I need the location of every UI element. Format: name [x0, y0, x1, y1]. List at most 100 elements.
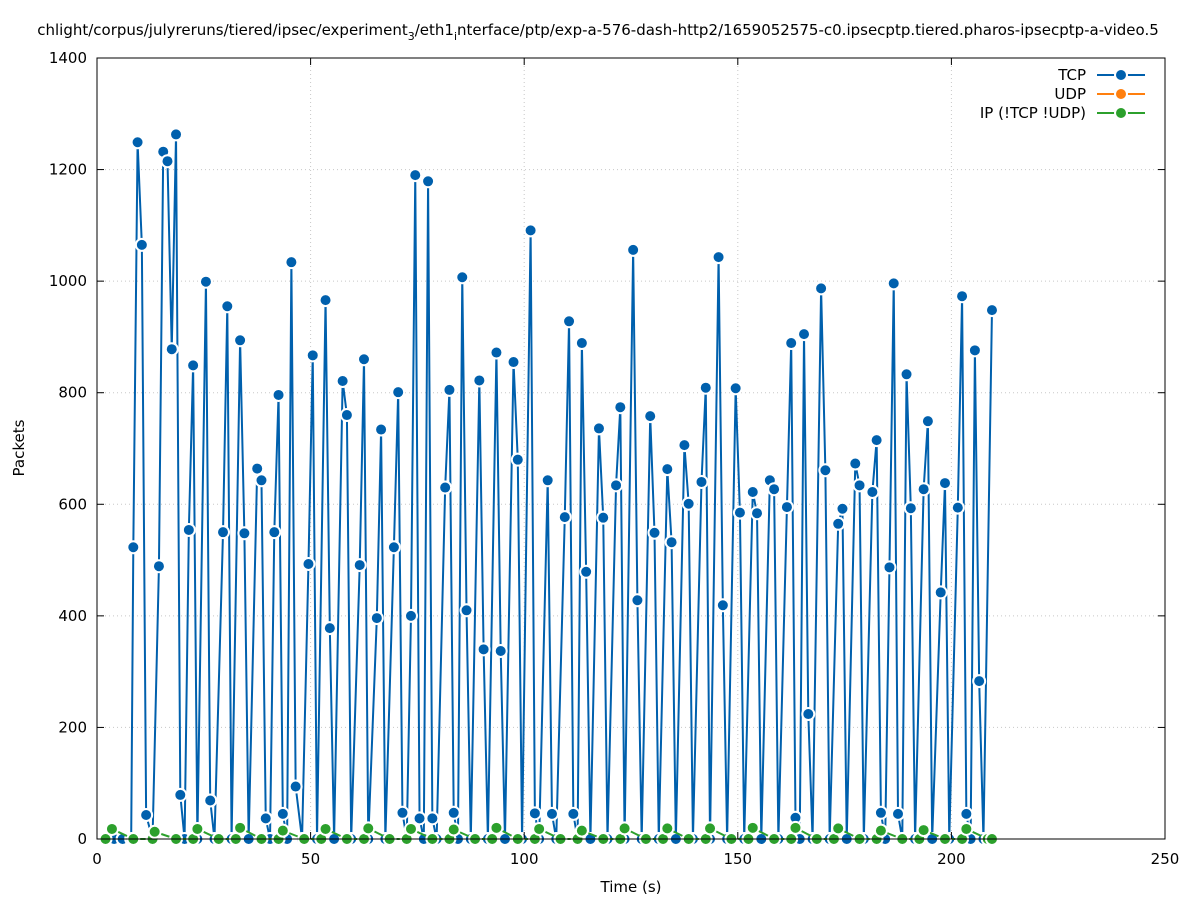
data-point [489, 820, 504, 835]
data-point [455, 270, 470, 285]
legend-marker [1114, 68, 1128, 82]
data-point [660, 821, 675, 836]
data-point [891, 806, 905, 821]
data-point [237, 526, 252, 541]
data-point [139, 808, 154, 823]
data-point [408, 168, 423, 183]
y-tick-label: 1000 [49, 272, 87, 290]
data-point [104, 821, 119, 836]
data-point [459, 603, 474, 618]
y-tick-label: 400 [58, 607, 87, 625]
data-point [275, 823, 290, 838]
data-point [566, 806, 581, 821]
x-tick-label: 150 [723, 850, 752, 868]
data-point [134, 237, 149, 252]
chart-title: chlight/corpus/julyreruns/tiered/ipsec/e… [37, 21, 1159, 43]
data-point [745, 820, 760, 835]
data-point [831, 821, 846, 836]
data-point [361, 821, 376, 836]
y-axis-title: Packets [10, 419, 28, 476]
data-point [882, 560, 897, 575]
data-point [835, 501, 850, 516]
legend-item: IP (!TCP !UDP) [980, 104, 1145, 122]
data-point [164, 342, 179, 357]
data-point [425, 811, 440, 826]
data-point [352, 558, 367, 573]
data-point [937, 476, 952, 491]
data-point [801, 707, 816, 722]
data-point [181, 522, 196, 537]
data-point [797, 327, 812, 342]
y-tick-label: 600 [58, 495, 87, 513]
data-point [715, 598, 730, 613]
y-tick-label: 1200 [49, 161, 87, 179]
legend-marker [1114, 106, 1128, 120]
data-point [301, 556, 316, 571]
data-point [412, 811, 427, 826]
data-point [596, 510, 611, 525]
data-point [920, 414, 935, 429]
x-axis-title: Time (s) [600, 878, 662, 896]
data-point [562, 314, 577, 329]
data-point [438, 480, 453, 495]
data-point [959, 821, 974, 836]
data-point [750, 506, 765, 521]
data-point [233, 333, 248, 348]
data-point [647, 525, 662, 540]
data-point [788, 820, 803, 835]
data-point [305, 348, 320, 363]
data-point [391, 385, 406, 400]
data-point [186, 358, 201, 373]
data-point [446, 805, 461, 820]
data-point [527, 806, 542, 821]
data-point [873, 823, 888, 838]
data-point [933, 585, 948, 600]
data-point [698, 380, 713, 395]
x-tick-label: 100 [510, 850, 539, 868]
data-point [557, 510, 572, 525]
axis-ticks: 0 50 100 150 200 250 0 200 400 600 800 1000 1200 1400 [49, 49, 1180, 868]
x-tick-label: 200 [937, 850, 966, 868]
data-point [703, 821, 718, 836]
data-point [339, 408, 354, 423]
data-point [506, 355, 521, 370]
data-point [574, 336, 589, 351]
legend-label: IP (!TCP !UDP) [980, 104, 1086, 122]
data-point [203, 793, 218, 808]
data-point [510, 452, 525, 467]
data-point [916, 482, 931, 497]
data-point [630, 593, 645, 608]
data-point [403, 821, 418, 836]
data-point [190, 821, 205, 836]
data-point [446, 822, 461, 837]
data-point [284, 255, 299, 270]
legend-item: UDP [1054, 85, 1145, 103]
data-point [959, 806, 974, 821]
data-point [767, 482, 782, 497]
data-point [395, 805, 410, 820]
data-point [779, 500, 794, 515]
y-tick-label: 1400 [49, 49, 87, 67]
data-point [745, 485, 760, 500]
data-point [442, 382, 457, 397]
data-point [609, 478, 624, 493]
legend-label: UDP [1054, 85, 1086, 103]
series-line [105, 133, 993, 840]
data-point [523, 223, 538, 238]
data-point [198, 274, 213, 289]
data-point [169, 127, 184, 142]
plot-frame [96, 57, 1166, 840]
data-point [160, 154, 175, 169]
data-point [916, 823, 931, 838]
data-point [613, 400, 628, 415]
data-point [335, 374, 350, 388]
data-point [357, 352, 371, 367]
data-point [275, 806, 290, 821]
legend-marker [1114, 87, 1128, 101]
data-point [151, 559, 166, 574]
data-point [532, 821, 547, 836]
data-point [318, 293, 333, 308]
data-point [220, 299, 235, 314]
data-point [258, 811, 273, 826]
